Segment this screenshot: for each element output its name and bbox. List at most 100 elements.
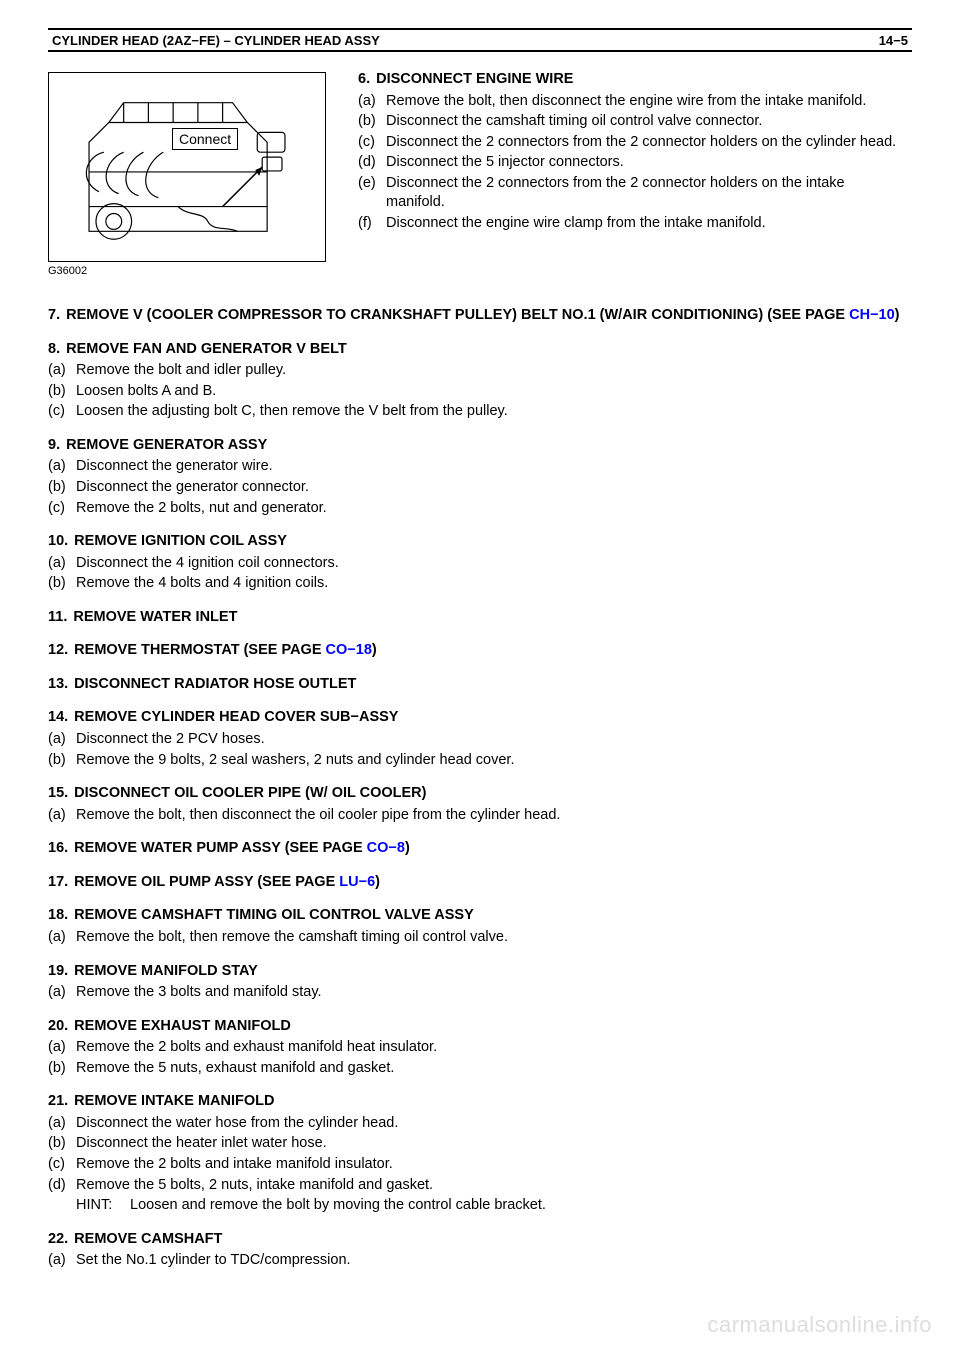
step-block: 10.REMOVE IGNITION COIL ASSY(a)Disconnec… <box>48 532 904 594</box>
sub-item-text: Disconnect the generator wire. <box>76 457 904 477</box>
sub-item: (b)Disconnect the camshaft timing oil co… <box>358 112 904 132</box>
sub-list: (a)Remove the bolt, then disconnect the … <box>48 806 904 826</box>
sub-item-text: Remove the 9 bolts, 2 seal washers, 2 nu… <box>76 751 904 771</box>
sub-item: (a)Set the No.1 cylinder to TDC/compress… <box>48 1251 904 1271</box>
sub-item: (b)Disconnect the heater inlet water hos… <box>48 1134 904 1154</box>
step-block: 16.REMOVE WATER PUMP ASSY (SEE PAGE CO−8… <box>48 839 904 859</box>
step-title: REMOVE FAN AND GENERATOR V BELT <box>66 341 347 357</box>
sub-item: (a)Remove the bolt and idler pulley. <box>48 361 904 381</box>
step-block: 18.REMOVE CAMSHAFT TIMING OIL CONTROL VA… <box>48 906 904 947</box>
step-heading: 7.REMOVE V (COOLER COMPRESSOR TO CRANKSH… <box>48 306 904 326</box>
sub-item-text: Remove the 5 bolts, 2 nuts, intake manif… <box>76 1176 904 1196</box>
step-title-suffix: ) <box>405 840 410 856</box>
page-link[interactable]: CO−8 <box>367 840 405 856</box>
connect-label: Connect <box>172 128 238 150</box>
step-number: 12. <box>48 641 68 661</box>
sub-item-marker: (c) <box>48 1155 76 1175</box>
sub-item: (b)Remove the 9 bolts, 2 seal washers, 2… <box>48 751 904 771</box>
step-heading: 12.REMOVE THERMOSTAT (SEE PAGE CO−18) <box>48 641 904 661</box>
step-heading: 20.REMOVE EXHAUST MANIFOLD <box>48 1017 904 1037</box>
sub-item: (d)Disconnect the 5 injector connectors. <box>358 153 904 173</box>
sub-list: (a)Remove the 2 bolts and exhaust manifo… <box>48 1038 904 1078</box>
sub-item-text: Loosen bolts A and B. <box>76 382 904 402</box>
step-block: 15.DISCONNECT OIL COOLER PIPE (W/ OIL CO… <box>48 784 904 825</box>
step-heading: 11.REMOVE WATER INLET <box>48 608 904 628</box>
step-block: 22.REMOVE CAMSHAFT(a)Set the No.1 cylind… <box>48 1230 904 1271</box>
step-title-suffix: ) <box>372 642 377 658</box>
step-block: 19.REMOVE MANIFOLD STAY(a)Remove the 3 b… <box>48 962 904 1003</box>
step-block: 11.REMOVE WATER INLET <box>48 608 904 628</box>
step-block: 9. REMOVE GENERATOR ASSY (a)Disconnect the… <box>48 436 904 518</box>
sub-item-marker: (c) <box>48 402 76 422</box>
step-heading: 19.REMOVE MANIFOLD STAY <box>48 962 904 982</box>
sub-item-marker: (a) <box>48 554 76 574</box>
sub-item: (e)Disconnect the 2 connectors from the … <box>358 174 904 213</box>
sub-list: (a)Disconnect the water hose from the cy… <box>48 1114 904 1216</box>
sub-item: (a)Remove the bolt, then disconnect the … <box>358 92 904 112</box>
step-title: DISCONNECT OIL COOLER PIPE (W/ OIL COOLE… <box>74 785 426 801</box>
sub-item-marker: (e) <box>358 174 386 213</box>
step-heading: 8. REMOVE FAN AND GENERATOR V BELT <box>48 340 904 360</box>
step-title-suffix: ) <box>375 874 380 890</box>
sub-item-marker: (d) <box>48 1176 76 1196</box>
step-title: REMOVE WATER PUMP ASSY (SEE PAGE <box>74 840 362 856</box>
sub-item-text: Remove the bolt, then remove the camshaf… <box>76 928 904 948</box>
step-title: REMOVE CYLINDER HEAD COVER SUB−ASSY <box>74 709 398 725</box>
step-number: 17. <box>48 873 68 893</box>
step-number: 10. <box>48 532 68 552</box>
sub-item-marker: (a) <box>48 983 76 1003</box>
sub-item: (a)Disconnect the water hose from the cy… <box>48 1114 904 1134</box>
step-heading: 21.REMOVE INTAKE MANIFOLD <box>48 1092 904 1112</box>
sub-item-marker: (a) <box>48 1114 76 1134</box>
sub-item-text: Loosen the adjusting bolt C, then remove… <box>76 402 904 422</box>
sub-item: (a)Disconnect the generator wire. <box>48 457 904 477</box>
sub-item-marker: (d) <box>358 153 386 173</box>
sub-item-text: Remove the bolt, then disconnect the oil… <box>76 806 904 826</box>
sub-item-text: Disconnect the camshaft timing oil contr… <box>386 112 904 132</box>
sub-item: (b)Disconnect the generator connector. <box>48 478 904 498</box>
step-title: DISCONNECT ENGINE WIRE <box>376 71 573 87</box>
sub-item-text: Disconnect the 2 PCV hoses. <box>76 730 904 750</box>
step-title: REMOVE OIL PUMP ASSY (SEE PAGE <box>74 874 335 890</box>
sub-item-text: Remove the 4 bolts and 4 ignition coils. <box>76 574 904 594</box>
sub-item-text: Remove the 2 bolts and exhaust manifold … <box>76 1038 904 1058</box>
sub-item-text: Disconnect the generator connector. <box>76 478 904 498</box>
page-link[interactable]: CO−18 <box>326 642 372 658</box>
sub-item: (a)Remove the 2 bolts and exhaust manifo… <box>48 1038 904 1058</box>
diagram-caption: G36002 <box>48 265 87 277</box>
sub-list: (a)Disconnect the 4 ignition coil connec… <box>48 554 904 594</box>
step-number: 8. <box>48 340 60 360</box>
step-number: 14. <box>48 708 68 728</box>
page-link[interactable]: LU−6 <box>339 874 375 890</box>
sub-item-text: Disconnect the heater inlet water hose. <box>76 1134 904 1154</box>
step-title: REMOVE INTAKE MANIFOLD <box>74 1093 274 1109</box>
step-number: 9. <box>48 436 60 456</box>
engine-diagram-svg <box>49 73 325 261</box>
step-title: REMOVE EXHAUST MANIFOLD <box>74 1018 291 1034</box>
sub-item-marker: (b) <box>48 1134 76 1154</box>
step-number: 13. <box>48 675 68 695</box>
sub-item-marker: (b) <box>48 1059 76 1079</box>
sub-item-marker: (c) <box>48 499 76 519</box>
content-column: 6.DISCONNECT ENGINE WIRE(a)Remove the bo… <box>358 70 904 248</box>
step-heading: 13.DISCONNECT RADIATOR HOSE OUTLET <box>48 675 904 695</box>
sub-list: (a)Remove the bolt and idler pulley.(b)L… <box>48 361 904 422</box>
step-block: 20.REMOVE EXHAUST MANIFOLD(a)Remove the … <box>48 1017 904 1079</box>
page-link[interactable]: CH−10 <box>849 307 895 323</box>
sub-item: (a)Remove the bolt, then disconnect the … <box>48 806 904 826</box>
step-title: REMOVE CAMSHAFT <box>74 1231 222 1247</box>
step-number: 19. <box>48 962 68 982</box>
header-bar: CYLINDER HEAD (2AZ−FE) – CYLINDER HEAD A… <box>48 28 912 52</box>
step-title: REMOVE GENERATOR ASSY <box>66 437 267 453</box>
sub-item: (c)Disconnect the 2 connectors from the … <box>358 133 904 153</box>
sub-item: (a)Remove the 3 bolts and manifold stay. <box>48 983 904 1003</box>
header-left: CYLINDER HEAD (2AZ−FE) – CYLINDER HEAD A… <box>48 33 380 48</box>
sub-item-text: Remove the 2 bolts and intake manifold i… <box>76 1155 904 1175</box>
sub-item-marker: (a) <box>48 1038 76 1058</box>
step-number: 18. <box>48 906 68 926</box>
step-heading: 18.REMOVE CAMSHAFT TIMING OIL CONTROL VA… <box>48 906 904 926</box>
step-heading: 14. REMOVE CYLINDER HEAD COVER SUB−ASSY <box>48 708 904 728</box>
sub-item-text: Remove the 5 nuts, exhaust manifold and … <box>76 1059 904 1079</box>
step-block: 21.REMOVE INTAKE MANIFOLD(a)Disconnect t… <box>48 1092 904 1215</box>
sub-list: (a)Disconnect the generator wire.(b)Disc… <box>48 457 904 518</box>
